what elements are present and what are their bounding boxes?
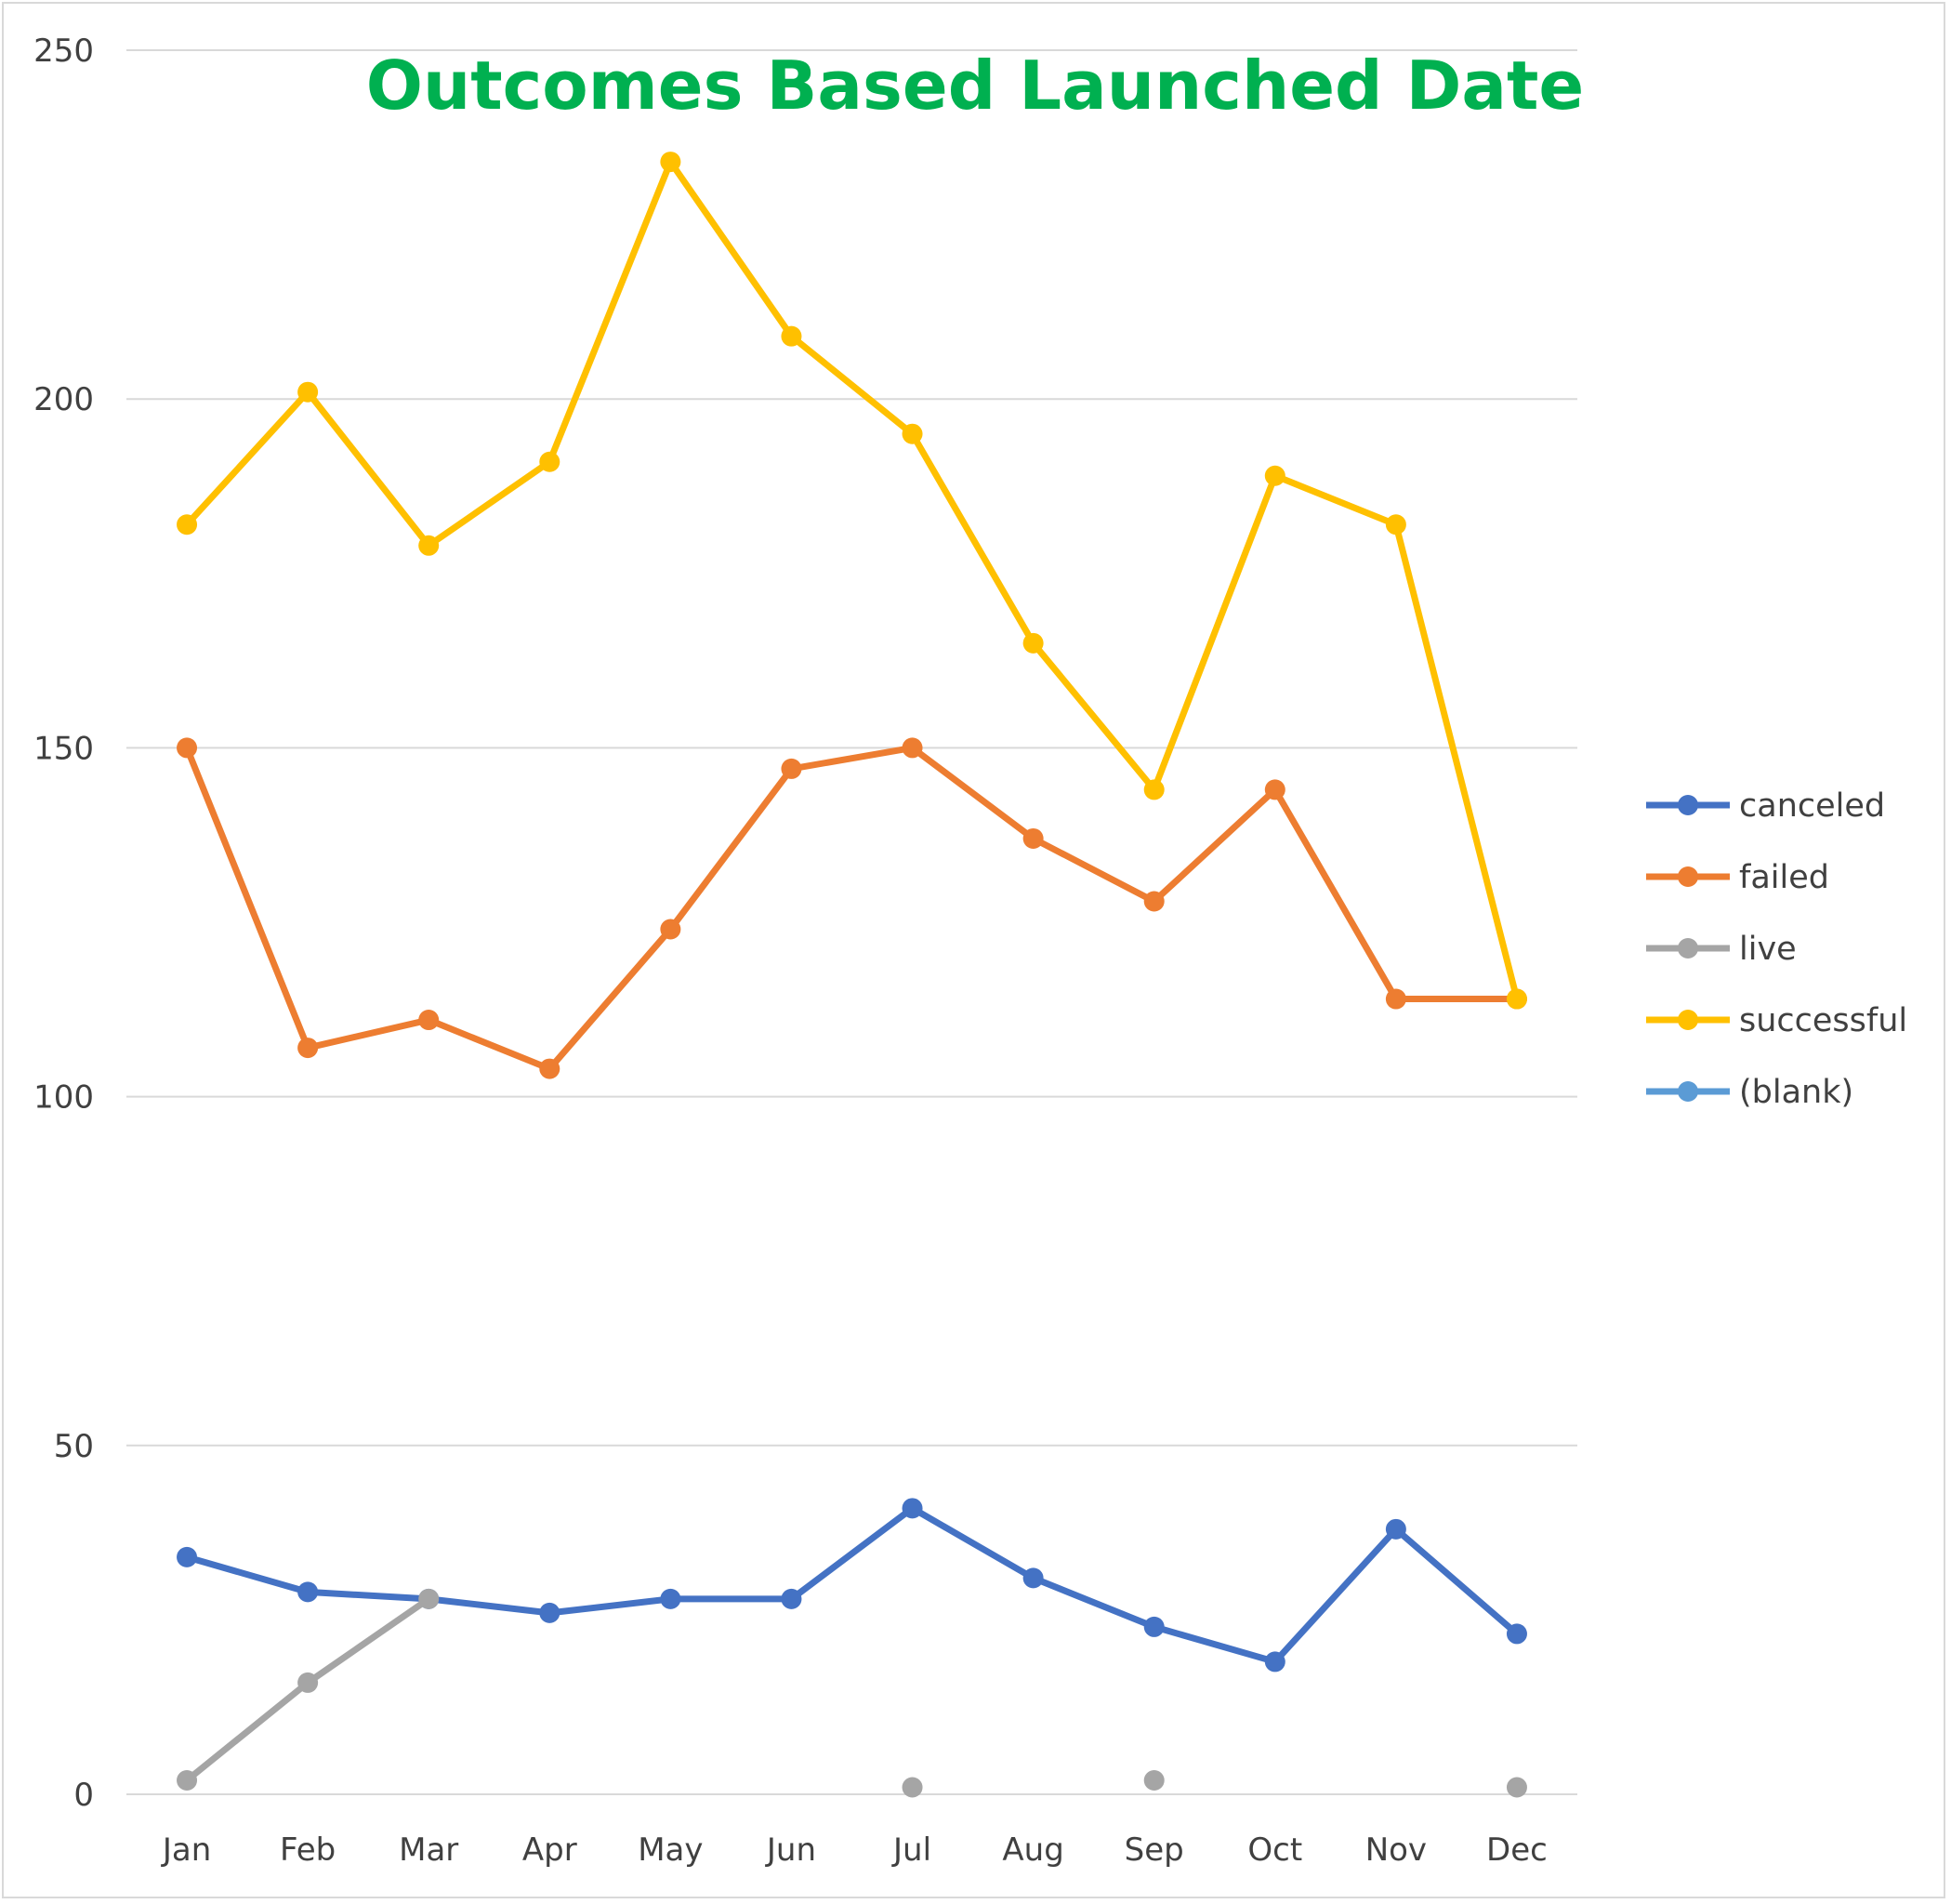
legend-marker	[1678, 938, 1698, 959]
legend-item: successful	[1646, 1002, 1907, 1039]
data-point	[1143, 779, 1165, 800]
series-canceled	[177, 1498, 1527, 1673]
x-tick-label: May	[638, 1831, 703, 1869]
series-successful	[177, 152, 1527, 1010]
x-tick-label: Nov	[1365, 1831, 1427, 1869]
data-point	[781, 758, 802, 779]
y-axis-ticks: 0 50 100 150 200 250	[33, 33, 94, 1814]
gridlines	[126, 49, 1577, 1795]
series-line	[183, 744, 1521, 1073]
legend-label: live	[1739, 931, 1797, 968]
data-point	[781, 1588, 802, 1609]
data-point	[1022, 1567, 1044, 1589]
data-point	[660, 152, 681, 173]
data-point	[418, 535, 440, 556]
data-point	[177, 514, 198, 536]
legend-marker	[1678, 1081, 1698, 1102]
x-tick-label: Feb	[280, 1831, 336, 1869]
data-point	[660, 919, 681, 940]
data-point	[781, 325, 802, 347]
data-point	[297, 1581, 319, 1603]
x-tick-label: Aug	[1002, 1831, 1063, 1869]
data-point	[177, 1546, 198, 1567]
data-point	[1143, 891, 1165, 912]
x-tick-label: Jan	[161, 1831, 211, 1869]
data-point	[539, 1058, 560, 1079]
data-point	[297, 381, 319, 403]
x-tick-label: Mar	[399, 1831, 458, 1869]
data-point	[902, 423, 923, 444]
data-point	[539, 1602, 560, 1623]
data-point	[660, 1588, 681, 1609]
series-live	[177, 1588, 1527, 1798]
data-point	[177, 737, 198, 759]
x-tick-label: Apr	[522, 1831, 577, 1869]
series-failed	[177, 737, 1527, 1079]
chart-title: Outcomes Based Launched Date	[366, 46, 1585, 125]
x-tick-label: Oct	[1247, 1831, 1302, 1869]
x-tick-label: Dec	[1486, 1831, 1548, 1869]
series-lines	[177, 152, 1527, 1798]
legend-marker	[1678, 795, 1698, 815]
data-point	[1264, 1651, 1285, 1673]
x-tick-label: Jun	[765, 1831, 816, 1869]
legend-item: live	[1646, 931, 1797, 968]
y-tick-label: 200	[33, 381, 94, 418]
data-point	[1143, 1769, 1165, 1791]
legend-label: failed	[1739, 859, 1829, 896]
data-point	[418, 1010, 440, 1031]
data-point	[1385, 514, 1406, 536]
data-point	[1385, 1518, 1406, 1540]
data-point	[1506, 988, 1527, 1010]
data-point	[1022, 632, 1044, 654]
data-point	[539, 451, 560, 472]
y-tick-label: 50	[54, 1428, 94, 1465]
legend: canceled failed live successful (blank)	[1646, 787, 1907, 1111]
data-point	[297, 1038, 319, 1059]
y-tick-label: 0	[73, 1777, 94, 1814]
legend-label: canceled	[1739, 787, 1885, 825]
data-point	[1022, 827, 1044, 849]
data-point	[902, 1777, 923, 1798]
legend-marker	[1678, 866, 1698, 887]
legend-label: successful	[1739, 1002, 1907, 1039]
series-line	[183, 158, 1521, 1003]
data-point	[1506, 1777, 1527, 1798]
legend-item: canceled	[1646, 787, 1885, 825]
data-point	[902, 737, 923, 759]
legend-item: (blank)	[1646, 1074, 1853, 1111]
x-axis-ticks: Jan Feb Mar Apr May Jun Jul Aug Sep Oct Nov Dec	[161, 1831, 1548, 1869]
legend-label: (blank)	[1739, 1074, 1853, 1111]
data-point	[1264, 779, 1285, 800]
x-tick-label: Sep	[1125, 1831, 1184, 1869]
line-chart: 0 50 100 150 200 250 Jan Feb Mar Apr May Jun Jul Aug…	[33, 33, 1907, 1869]
data-point	[1143, 1616, 1165, 1637]
data-point	[1506, 1623, 1527, 1645]
legend-item: failed	[1646, 859, 1829, 896]
data-point	[1385, 988, 1406, 1010]
x-tick-label: Jul	[891, 1831, 931, 1869]
data-point	[1264, 465, 1285, 486]
data-point	[297, 1672, 319, 1693]
data-point	[418, 1588, 440, 1609]
data-point	[902, 1498, 923, 1519]
series-line	[183, 1504, 1521, 1665]
legend-marker	[1678, 1010, 1698, 1030]
y-tick-label: 100	[33, 1079, 94, 1117]
y-tick-label: 250	[33, 33, 94, 70]
data-point	[177, 1769, 198, 1791]
y-tick-label: 150	[33, 730, 94, 767]
